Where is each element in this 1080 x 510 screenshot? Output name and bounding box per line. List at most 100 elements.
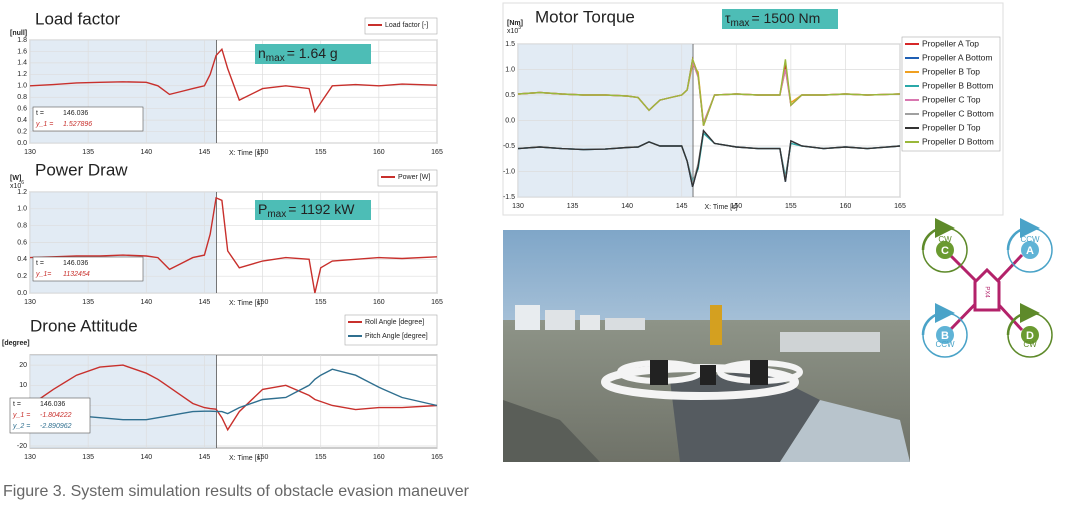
x-tick-label: 150	[257, 149, 269, 156]
legend-label: Propeller B Top	[922, 66, 980, 76]
rotation-arrow	[921, 218, 955, 251]
annotation-rest: = 1192 kW	[288, 201, 355, 217]
x-tick-label: 130	[24, 149, 36, 156]
rotation-label: CW	[1023, 340, 1037, 349]
cursor-value: 146.036	[63, 260, 88, 267]
series-line	[29, 368, 438, 421]
y-tick-label: 1.8	[17, 37, 27, 44]
cursor-box	[9, 397, 91, 434]
legend-label: Load factor [-]	[385, 22, 428, 29]
x-tick-label: 155	[315, 299, 327, 306]
x-tick-label: 135	[82, 149, 94, 156]
y-tick-label: 1.0	[17, 206, 27, 213]
y-tick-label: 0.2	[17, 273, 27, 280]
simulation-scene	[503, 230, 910, 462]
chart-title: Motor Torque	[535, 7, 635, 26]
cursor-label: y_1 =	[35, 121, 53, 128]
legend-label: Propeller B Bottom	[922, 80, 993, 90]
y-tick-label: 0.4	[17, 117, 27, 124]
y-unit: [degree]	[2, 340, 30, 347]
legend-label: Roll Angle [degree]	[365, 319, 424, 326]
legend-box	[901, 36, 1001, 152]
rotation-arrow	[1006, 303, 1040, 336]
x-tick-label: 160	[840, 203, 852, 210]
rotation-arrow	[1006, 218, 1040, 251]
rotation-label: CW	[938, 235, 952, 244]
rotor-label: A	[1026, 245, 1034, 257]
x-tick-label: 140	[140, 149, 152, 156]
series-line	[29, 364, 438, 432]
y-tick-label: 0.8	[17, 94, 27, 101]
x-tick-label: 135	[567, 203, 579, 210]
annotation-main: τ	[725, 10, 731, 26]
flight-controller: PX4	[983, 286, 989, 298]
legend-box	[364, 17, 438, 35]
x-tick-label: 145	[199, 454, 211, 461]
legend-box	[377, 169, 438, 187]
legend-label: Propeller D Top	[922, 122, 981, 132]
cursor-label: y_1 =	[12, 412, 30, 419]
annotation-main: n	[258, 45, 266, 61]
x-tick-label: 130	[512, 203, 524, 210]
x-tick-label: 145	[676, 203, 688, 210]
y-tick-label: 1.2	[17, 71, 27, 78]
y-tick-label: 0.6	[17, 106, 27, 113]
annotation-box	[255, 200, 371, 220]
x-tick-label: 155	[315, 454, 327, 461]
annotation-box	[722, 9, 838, 29]
annotation: Pmax = 1192 kW	[258, 201, 355, 220]
y-tick-label: 1.2	[17, 189, 27, 196]
y-tick-label: 20	[19, 362, 27, 369]
y-unit: [Nm]	[507, 20, 523, 27]
legend-label: Propeller A Bottom	[922, 52, 992, 62]
annotation-rest: = 1.64 g	[287, 45, 338, 61]
x-tick-label: 140	[140, 454, 152, 461]
y-tick-label: 1.0	[17, 83, 27, 90]
rotor-hub	[1021, 241, 1039, 259]
x-tick-label: 160	[373, 454, 385, 461]
cursor-value: -1.804222	[40, 412, 72, 419]
annotation-sub: max	[731, 18, 750, 29]
x-tick-label: 140	[621, 203, 633, 210]
y-tick-label: 1.0	[505, 66, 515, 73]
annotation-main: P	[258, 201, 267, 217]
x-axis-label: X: Time [s]	[229, 150, 262, 157]
cursor-value: 1.527896	[63, 121, 92, 128]
cursor-label: y_1=	[35, 271, 51, 278]
chart-title: Drone Attitude	[30, 316, 138, 335]
series-line	[517, 56, 901, 126]
cursor-box	[32, 256, 144, 282]
rotor-hub	[936, 241, 954, 259]
annotation: τmax = 1500 Nm	[725, 10, 820, 29]
rotor-hub	[936, 326, 954, 344]
y-tick-label: 1.4	[17, 60, 27, 67]
cursor-label: t =	[36, 110, 44, 117]
legend-label: Propeller D Bottom	[922, 136, 994, 146]
y-unit: [null]	[10, 30, 27, 37]
y-scale-exp: 3	[518, 25, 521, 31]
cursor-label: y_2 =	[12, 423, 30, 430]
cursor-value: 1132454	[63, 271, 90, 278]
y-tick-label: 0.5	[505, 92, 515, 99]
x-tick-label: 150	[257, 454, 269, 461]
x-tick-label: 135	[82, 454, 94, 461]
y-tick-label: 0.6	[17, 239, 27, 246]
chart-title: Power Draw	[35, 160, 128, 179]
chart-title: Load factor	[35, 9, 120, 28]
y-tick-label: -1.5	[503, 194, 515, 201]
x-axis-label: X: Time [s]	[229, 300, 262, 307]
x-tick-label: 130	[24, 454, 36, 461]
x-tick-label: 165	[894, 203, 906, 210]
annotation-sub: max	[267, 209, 286, 220]
y-tick-label: 0.8	[17, 223, 27, 230]
series-line	[29, 47, 438, 114]
annotation-rest: = 1500 Nm	[751, 10, 820, 26]
x-tick-label: 135	[82, 299, 94, 306]
x-axis-label: X: Time [s]	[704, 204, 737, 211]
legend-label: Power [W]	[398, 174, 430, 181]
legend-label: Pitch Angle [degree]	[365, 333, 428, 340]
x-tick-label: 165	[431, 454, 443, 461]
y-scale: x106	[10, 180, 24, 190]
y-scale-base: x10	[10, 183, 21, 190]
